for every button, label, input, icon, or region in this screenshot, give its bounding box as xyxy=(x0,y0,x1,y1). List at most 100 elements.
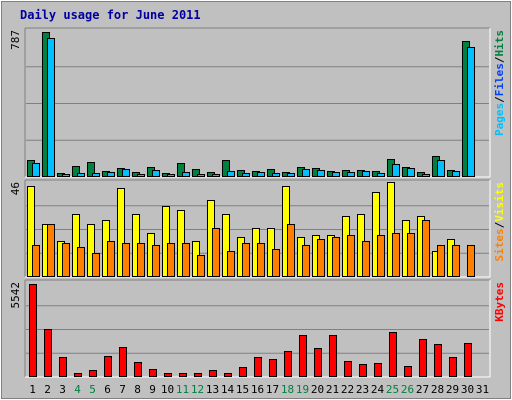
bar-kbytes xyxy=(119,347,127,377)
bar-files xyxy=(62,174,70,177)
x-tick-label: 31 xyxy=(476,383,489,396)
bar-kbytes xyxy=(269,359,277,377)
bar-hits xyxy=(177,163,185,177)
bar-sites xyxy=(182,243,190,277)
bar-kbytes xyxy=(449,357,457,377)
bar-sites xyxy=(302,245,310,277)
x-tick-label: 9 xyxy=(149,383,156,396)
bar-sites xyxy=(272,249,280,277)
bar-visits xyxy=(72,214,80,277)
x-tick-label: 10 xyxy=(161,383,174,396)
bar-sites xyxy=(407,233,415,277)
legend-part: / xyxy=(493,56,506,63)
bar-files xyxy=(437,160,445,177)
x-tick-label: 29 xyxy=(446,383,459,396)
panel-kbytes: 5542 KBytes xyxy=(9,279,506,378)
bar-kbytes xyxy=(29,284,37,377)
bar-sites xyxy=(242,243,250,277)
y-max-label: 46 xyxy=(9,182,22,195)
bar-visits xyxy=(222,214,230,277)
bar-files xyxy=(317,170,325,177)
x-tick-label: 2 xyxy=(44,383,51,396)
bar-files xyxy=(167,174,175,177)
bar-files xyxy=(32,163,40,177)
x-tick-label: 27 xyxy=(416,383,429,396)
bar-files xyxy=(287,173,295,177)
bar-sites xyxy=(467,245,475,277)
bar-files xyxy=(77,173,85,177)
bar-sites xyxy=(437,245,445,277)
bar-files xyxy=(212,174,220,177)
bar-kbytes xyxy=(299,335,307,377)
bar-hits xyxy=(87,162,95,177)
x-tick-label: 13 xyxy=(206,383,219,396)
bar-files xyxy=(467,47,475,177)
x-tick-label: 8 xyxy=(134,383,141,396)
bar-files xyxy=(347,172,355,177)
x-tick-label: 16 xyxy=(251,383,264,396)
bar-files xyxy=(257,172,265,177)
bar-files xyxy=(197,174,205,177)
bar-sites xyxy=(332,237,340,277)
x-tick-label: 20 xyxy=(311,383,324,396)
bar-visits xyxy=(372,192,380,277)
bar-kbytes xyxy=(134,362,142,377)
bar-files xyxy=(227,171,235,177)
x-tick-label: 21 xyxy=(326,383,339,396)
bar-sites xyxy=(32,245,40,277)
bar-hits xyxy=(72,166,80,177)
bar-sites xyxy=(422,220,430,277)
bar-kbytes xyxy=(329,335,337,377)
bar-files xyxy=(107,172,115,177)
bar-visits xyxy=(117,188,125,277)
legend-part: Files xyxy=(493,63,506,96)
bar-kbytes xyxy=(359,364,367,377)
x-axis-labels: 1 2 3 4 5 6 7 8 9 10 11 12 13 14 15 16 17 18 19 20 21 22 23 24 2… xyxy=(29,383,489,396)
bar-hits xyxy=(192,169,200,177)
bar-kbytes xyxy=(314,348,322,377)
legend-part: KBytes xyxy=(493,282,506,322)
bar-files xyxy=(332,172,340,177)
panel-background xyxy=(25,28,490,177)
bar-sites xyxy=(392,233,400,277)
bar-files xyxy=(92,173,100,177)
bar-files xyxy=(137,174,145,177)
bar-kbytes xyxy=(74,373,82,377)
x-tick-label: 15 xyxy=(236,383,249,396)
bar-files xyxy=(302,169,310,177)
bar-kbytes xyxy=(284,351,292,377)
bar-sites xyxy=(362,241,370,277)
bar-kbytes xyxy=(239,367,247,377)
x-tick-label: 22 xyxy=(341,383,354,396)
x-tick-label: 7 xyxy=(119,383,126,396)
x-tick-label: 12 xyxy=(191,383,204,396)
bar-kbytes xyxy=(419,339,427,377)
x-tick-label: 23 xyxy=(356,383,369,396)
bar-sites xyxy=(122,243,130,277)
bar-files xyxy=(362,171,370,177)
x-tick-label: 1 xyxy=(29,383,36,396)
bar-sites xyxy=(452,245,460,277)
bar-sites xyxy=(107,241,115,277)
x-tick-label: 4 xyxy=(74,383,81,396)
bar-files xyxy=(452,171,460,177)
bar-kbytes xyxy=(464,343,472,377)
bar-visits xyxy=(87,224,95,277)
bar-kbytes xyxy=(149,369,157,377)
bar-kbytes xyxy=(209,370,217,377)
bar-kbytes xyxy=(404,366,412,377)
bar-sites xyxy=(92,253,100,277)
bar-files xyxy=(407,168,415,177)
legend-part: Hits xyxy=(493,30,506,57)
series-legend: KBytes xyxy=(493,282,506,322)
x-tick-label: 25 xyxy=(386,383,399,396)
bar-sites xyxy=(197,255,205,277)
bar-sites xyxy=(227,251,235,277)
x-tick-label: 11 xyxy=(176,383,189,396)
bar-files xyxy=(152,170,160,177)
bar-sites xyxy=(377,235,385,277)
x-tick-label: 28 xyxy=(431,383,444,396)
